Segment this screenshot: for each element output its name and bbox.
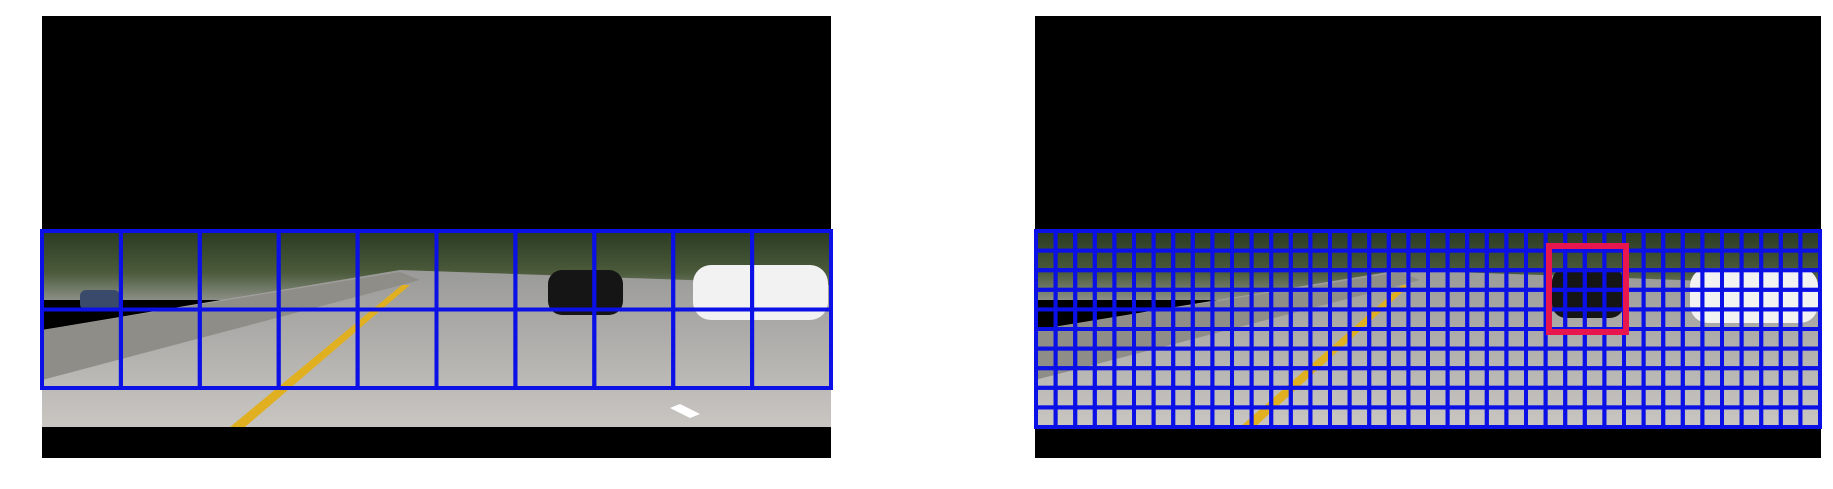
detection-box (1546, 243, 1629, 335)
search-window (750, 307, 833, 390)
left-panel (40, 16, 833, 458)
car (80, 290, 120, 310)
window-grid (1034, 229, 1823, 429)
search-window (1798, 405, 1823, 429)
dark-car (548, 270, 623, 315)
window-grid (40, 229, 833, 390)
barrier (42, 272, 420, 380)
white-car (693, 265, 828, 320)
right-panel (1034, 16, 1823, 458)
lane-line (230, 285, 410, 427)
barrier (1035, 272, 1420, 380)
lane-mark (670, 404, 700, 418)
